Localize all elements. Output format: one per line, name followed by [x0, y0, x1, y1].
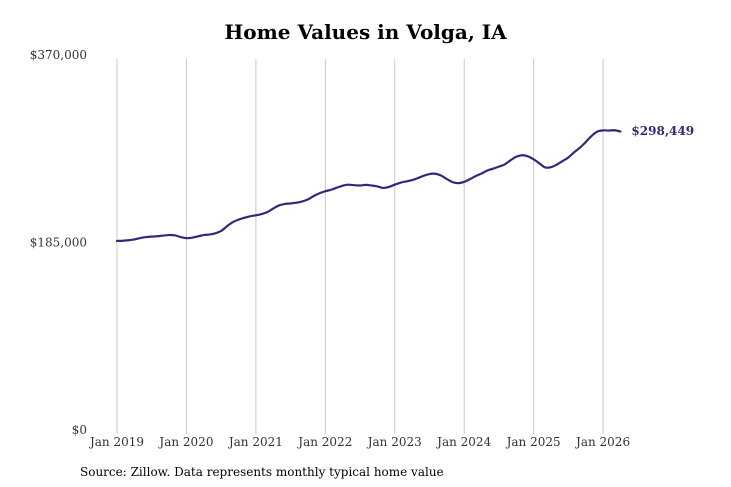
x-tick-label: Jan 2024 [435, 435, 491, 449]
y-tick-label: $0 [72, 423, 87, 437]
chart-title: Home Values in Volga, IA [224, 20, 507, 44]
y-tick-label: $185,000 [30, 236, 87, 250]
x-tick-label: Jan 2021 [227, 435, 283, 449]
x-tick-label: Jan 2026 [574, 435, 630, 449]
gridlines [116, 59, 604, 434]
x-tick-label: Jan 2019 [88, 435, 144, 449]
y-tick-label: $370,000 [30, 48, 87, 62]
x-axis-ticks: Jan 2019 Jan 2020 Jan 2021 Jan 2022 Jan 2023… [88, 435, 630, 449]
end-value-label: $298,449 [631, 124, 694, 138]
x-tick-label: Jan 2023 [366, 435, 422, 449]
series-line [115, 129, 622, 243]
x-tick-label: Jan 2020 [157, 435, 213, 449]
source-note: Source: Zillow. Data represents monthly … [80, 465, 444, 479]
y-axis-ticks: $0 $185,000 $370,000 [30, 48, 87, 437]
x-tick-label: Jan 2022 [296, 435, 352, 449]
series-layer: $298,449 [115, 124, 694, 243]
x-tick-label: Jan 2025 [505, 435, 561, 449]
